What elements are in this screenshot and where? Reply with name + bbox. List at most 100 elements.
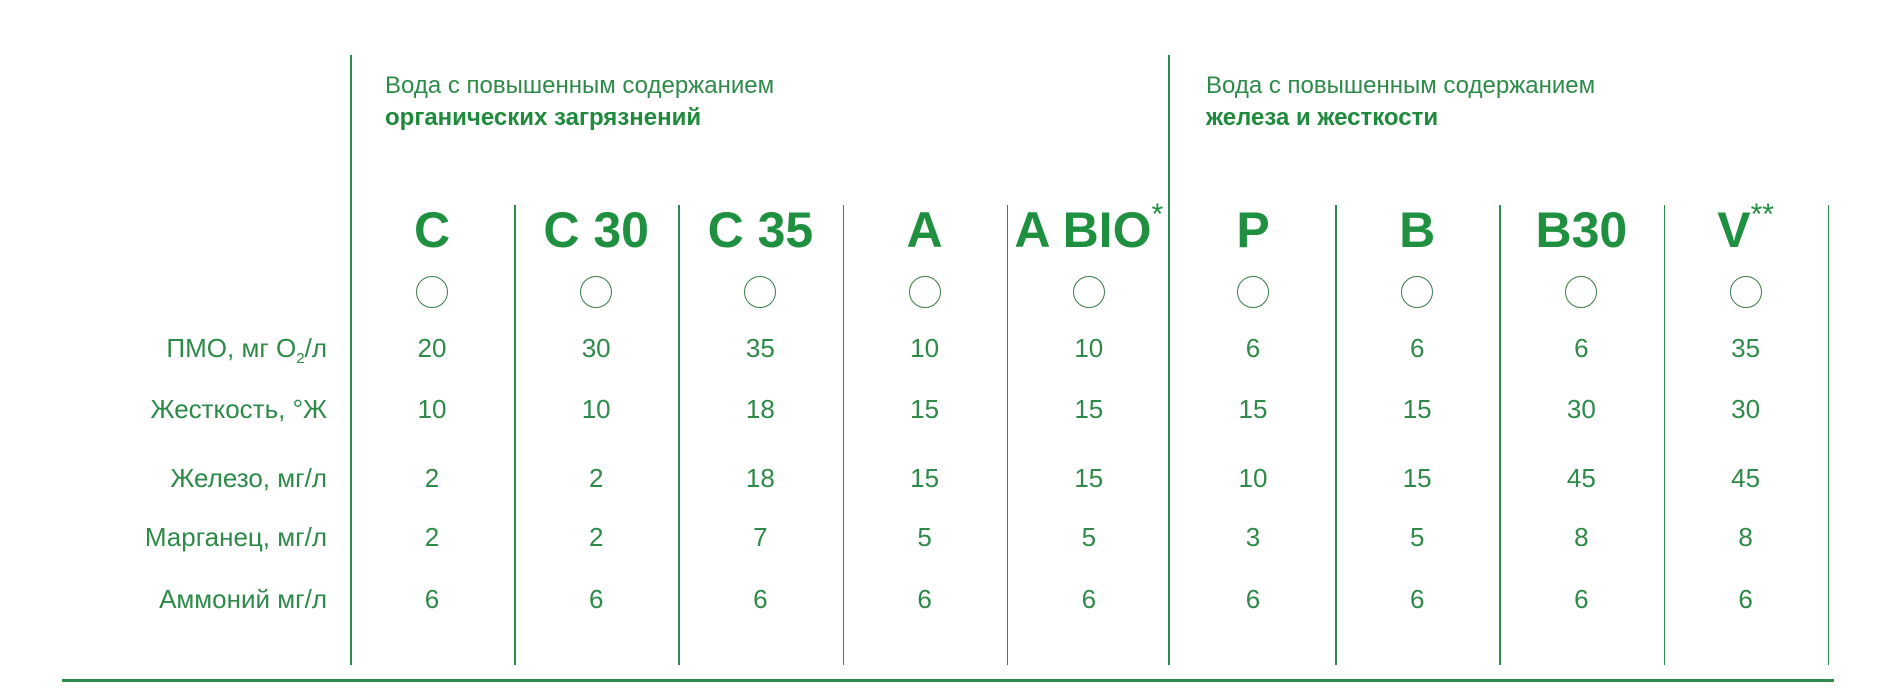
cell-value: 10	[581, 394, 611, 424]
model-name: P	[1171, 200, 1335, 260]
cell-value: 30	[1566, 394, 1596, 424]
model-name-text: P	[1236, 202, 1270, 258]
cell-value: 6	[1409, 584, 1425, 614]
cell-value: 10	[417, 394, 447, 424]
cell-value: 6	[1574, 333, 1589, 363]
group-title: Вода с повышенным содержанием	[385, 72, 775, 99]
cell-value: 30	[581, 333, 611, 363]
cell-value: 45	[1566, 463, 1596, 493]
select-radio[interactable]	[1729, 276, 1762, 308]
cell-value: 6	[1245, 584, 1261, 614]
model-column: B 6 15 15 5 6	[1335, 200, 1499, 620]
cell-value: 30	[1731, 394, 1761, 424]
cell-value: 2	[424, 522, 440, 552]
model-name: A BIO*	[1007, 200, 1171, 260]
row-label-text: ПМО, мг О	[166, 333, 297, 363]
column-divider	[1006, 205, 1009, 665]
model-name: B	[1335, 200, 1499, 260]
select-radio[interactable]	[1565, 276, 1598, 308]
model-column: B30 6 30 45 8 6	[1499, 200, 1663, 620]
cell-value: 7	[753, 522, 768, 552]
row-label-text: Марганец, мг/л	[144, 522, 327, 552]
footnote-mark: **	[1750, 198, 1774, 231]
model-name: C 35	[678, 200, 842, 260]
cell-value: 6	[1574, 584, 1589, 614]
select-radio[interactable]	[1401, 276, 1434, 308]
model-name-text: C 35	[707, 202, 814, 258]
row-label: Марганец, мг/л	[145, 522, 327, 553]
group-header-iron: Вода с повышенным содержанием железа и ж…	[1206, 70, 1595, 134]
model-name-text: A BIO	[1014, 202, 1152, 258]
group-divider	[1168, 55, 1170, 665]
select-radio[interactable]	[1072, 276, 1105, 308]
cell-value: 2	[588, 463, 604, 493]
cell-value: 6	[1409, 333, 1425, 363]
cell-value: 15	[1074, 463, 1104, 493]
cell-value: 15	[910, 394, 940, 424]
row-label: Жесткость, °Ж	[151, 394, 328, 425]
row-label-subscript: 2	[296, 350, 305, 368]
model-column: V** 35 30 45 8 6	[1664, 200, 1828, 620]
column-divider	[678, 205, 680, 665]
cell-value: 6	[1738, 584, 1753, 614]
select-radio[interactable]	[1237, 276, 1269, 308]
cell-value: 6	[1081, 584, 1097, 614]
cell-value: 10	[1074, 333, 1104, 363]
group-title: Вода с повышенным содержанием	[1206, 72, 1596, 99]
select-radio[interactable]	[580, 276, 613, 308]
model-name: C	[350, 200, 514, 260]
select-radio[interactable]	[416, 276, 448, 308]
cell-value: 6	[917, 584, 932, 614]
group-subtitle: железа и жесткости	[1206, 104, 1439, 131]
cell-value: 45	[1731, 463, 1761, 493]
model-name-text: V	[1717, 202, 1751, 258]
row-label: Железо, мг/л	[170, 463, 327, 494]
select-radio[interactable]	[908, 276, 941, 308]
cell-value: 5	[1409, 522, 1425, 552]
cell-value: 2	[424, 463, 440, 493]
cell-value: 6	[424, 584, 440, 614]
cell-value: 35	[745, 333, 775, 363]
column-divider	[514, 205, 516, 665]
cell-value: 20	[417, 333, 447, 363]
cell-value: 8	[1574, 522, 1589, 552]
cell-value: 6	[753, 584, 768, 614]
model-name: C 30	[514, 200, 678, 260]
cell-value: 10	[910, 333, 940, 363]
cell-value: 10	[1238, 463, 1268, 493]
select-radio[interactable]	[744, 276, 777, 308]
model-column: C 30 30 10 2 2 6	[514, 200, 678, 620]
model-name-text: C 30	[543, 202, 649, 258]
row-label: Аммоний мг/л	[159, 584, 327, 615]
cell-value: 15	[1402, 463, 1432, 493]
cell-value: 18	[745, 394, 775, 424]
cell-value: 18	[745, 463, 775, 493]
model-column: C 20 10 2 2 6	[350, 200, 514, 620]
group-header-organic: Вода с повышенным содержанием органическ…	[385, 70, 774, 134]
model-name-text: B	[1399, 202, 1436, 258]
column-divider	[842, 205, 845, 665]
group-subtitle: органических загрязнений	[385, 104, 702, 131]
cell-value: 5	[917, 522, 932, 552]
cell-value: 35	[1731, 333, 1761, 363]
cell-value: 15	[1402, 394, 1432, 424]
row-label-text: Аммоний мг/л	[159, 584, 327, 614]
row-label: ПМО, мг О2/л	[166, 333, 327, 367]
column-divider	[1663, 205, 1666, 665]
cell-value: 15	[1074, 394, 1104, 424]
row-label-unit: /л	[304, 333, 327, 363]
cell-value: 8	[1738, 522, 1753, 552]
row-label-text: Железо, мг/л	[170, 463, 327, 493]
cell-value: 6	[1245, 333, 1261, 363]
model-column: A BIO* 10 15 15 5 6	[1007, 200, 1171, 620]
model-name-text: A	[906, 202, 943, 258]
row-label-text: Жесткость, °Ж	[150, 394, 328, 424]
cell-value: 6	[588, 584, 604, 614]
cell-value: 5	[1081, 522, 1097, 552]
column-divider	[1499, 205, 1501, 665]
model-name-text: C	[413, 202, 451, 258]
model-name: A	[843, 200, 1007, 260]
cell-value: 2	[588, 522, 604, 552]
model-column: P 6 15 10 3 6	[1171, 200, 1335, 620]
model-name-text: B30	[1535, 202, 1628, 258]
